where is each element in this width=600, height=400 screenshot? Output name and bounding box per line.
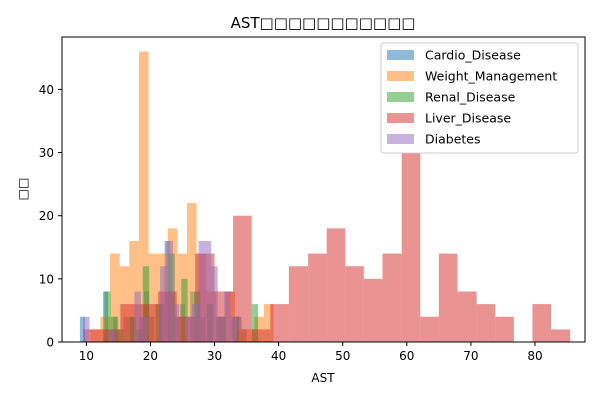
y-axis-ticks: 0 10 20 30 40	[39, 83, 62, 350]
legend-swatch	[387, 50, 414, 60]
histogram-bar	[345, 266, 364, 342]
legend-label: Liver_Disease	[425, 111, 511, 126]
x-tick-label: 30	[207, 349, 222, 363]
histogram-bar	[326, 228, 346, 342]
histogram-bar	[160, 266, 167, 342]
histogram-bar	[263, 304, 274, 342]
x-tick-label: 40	[271, 349, 286, 363]
y-axis-label: □□	[16, 178, 30, 201]
histogram-bar	[166, 240, 173, 342]
legend-swatch	[387, 71, 414, 81]
histogram-bar	[138, 51, 149, 343]
histogram-bar	[198, 240, 205, 342]
histogram-bar	[181, 278, 188, 342]
chart-title: AST□□□□□□□□□□□	[231, 14, 416, 32]
y-tick-label: 30	[39, 146, 54, 160]
histogram-bar	[129, 240, 139, 342]
y-tick-label: 20	[39, 209, 54, 223]
histogram-bar	[251, 329, 271, 342]
legend-label: Diabetes	[425, 132, 481, 147]
histogram-bar	[532, 304, 552, 342]
x-tick-label: 50	[335, 349, 350, 363]
histogram-bar	[83, 316, 90, 342]
histogram-bar	[476, 304, 496, 342]
histogram-bar	[230, 316, 237, 342]
histogram-bar	[148, 253, 159, 342]
x-axis-ticks: 10 20 30 40 50 60 70 80	[79, 342, 543, 363]
x-tick-label: 80	[527, 349, 542, 363]
histogram-bar	[233, 215, 252, 342]
histogram-bar	[224, 291, 231, 342]
histogram-bar	[172, 304, 180, 342]
legend: Cardio_Disease Weight_Management Renal_Dis…	[380, 42, 579, 154]
histogram-bar	[401, 152, 421, 342]
histogram-bar	[204, 240, 212, 342]
histogram-bar	[211, 266, 218, 342]
histogram-bar	[79, 316, 86, 342]
histogram-bar	[420, 316, 439, 342]
bars-layer	[79, 51, 571, 343]
histogram-bar	[108, 329, 116, 342]
histogram-bar	[382, 253, 402, 342]
y-tick-label: 10	[39, 272, 54, 286]
y-tick-label: 40	[39, 83, 54, 97]
histogram-bar	[110, 253, 120, 342]
histogram-bar	[251, 304, 259, 342]
series-diabetes	[83, 240, 237, 342]
histogram-bar	[551, 329, 571, 342]
histogram-bar	[288, 266, 309, 342]
histogram-bar	[104, 291, 111, 342]
legend-swatch	[387, 134, 414, 144]
histogram-bar	[140, 316, 148, 342]
x-tick-label: 20	[143, 349, 158, 363]
x-tick-label: 70	[463, 349, 478, 363]
legend-label: Renal_Disease	[425, 90, 516, 105]
x-tick-label: 60	[399, 349, 414, 363]
x-axis-label: AST	[311, 371, 335, 385]
legend-frame	[380, 42, 579, 154]
histogram-bar	[134, 291, 141, 342]
histogram-bar	[457, 291, 477, 342]
histogram-bar	[495, 316, 514, 342]
x-tick-label: 10	[79, 349, 94, 363]
legend-swatch	[387, 113, 414, 123]
plot-area-frame	[61, 36, 586, 343]
histogram-bar	[217, 316, 225, 342]
legend-label: Cardio_Disease	[425, 48, 521, 63]
histogram-bar	[192, 304, 199, 342]
histogram-bar	[308, 253, 327, 342]
y-tick-label: 0	[46, 336, 54, 350]
histogram-bar	[270, 304, 289, 342]
legend-label: Weight_Management	[425, 69, 557, 84]
legend-swatch	[387, 92, 414, 102]
histogram-bar	[438, 253, 458, 342]
histogram-bar	[363, 278, 383, 342]
histogram-bar	[185, 316, 193, 342]
histogram-bar	[186, 203, 197, 342]
